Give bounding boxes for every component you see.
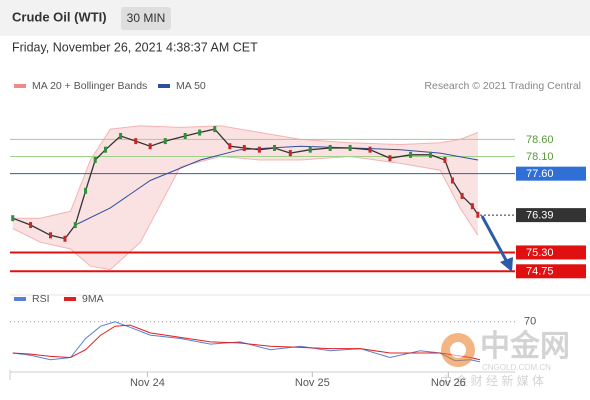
watermark-slogan: 中 金 财 经 新 媒 体 (440, 373, 544, 388)
candle (257, 146, 261, 153)
level-label: 75.30 (526, 247, 554, 259)
level-label: 76.39 (526, 210, 554, 222)
watermark: 中金网 CNGOLD.COM.CN 中 金 财 经 新 媒 体 (440, 329, 570, 388)
level-box (516, 166, 586, 181)
candle (476, 211, 480, 218)
candle (213, 126, 217, 133)
x-tick-label: Nov 24 (130, 377, 165, 389)
candle (119, 132, 123, 139)
legend-label: 9MA (82, 293, 104, 305)
level-label: 77.60 (526, 168, 554, 180)
candle (328, 144, 332, 151)
forecast-arrowhead (500, 257, 513, 272)
candle (388, 155, 392, 162)
candle (242, 144, 246, 151)
legend-label: MA 20 + Bollinger Bands (32, 80, 147, 92)
price-line (12, 128, 479, 240)
level-box (516, 208, 586, 223)
rsi-line (12, 321, 481, 363)
candle (228, 143, 232, 150)
legend-label: RSI (32, 293, 50, 305)
legend-label: MA 50 (176, 80, 206, 92)
candle (134, 138, 138, 145)
candle (368, 146, 372, 153)
candle (288, 150, 292, 157)
candle (450, 177, 454, 184)
candle (183, 132, 187, 139)
legend-swatch (158, 84, 170, 88)
candle (460, 192, 464, 199)
forecast-arrow (480, 215, 509, 263)
candle (49, 232, 53, 239)
header-bar (0, 0, 590, 36)
candle (198, 129, 202, 136)
rsi-line (12, 324, 481, 361)
bollinger-upper (12, 125, 479, 219)
interval-box[interactable] (121, 7, 171, 30)
candle (348, 144, 352, 151)
candle (148, 143, 152, 150)
candle (84, 187, 88, 194)
level-label: 78.10 (526, 151, 554, 163)
watermark-logo-inner (450, 342, 466, 358)
level-box (516, 149, 586, 164)
watermark-brand: 中金网 (480, 329, 570, 363)
legend-swatch (64, 297, 76, 301)
rsi-tick-label: 70 (524, 316, 536, 328)
candle (163, 138, 167, 145)
watermark-site: CNGOLD.COM.CN (482, 363, 551, 372)
candle (428, 151, 432, 158)
legend-swatch (14, 297, 26, 301)
bollinger-fill (12, 125, 478, 270)
legend-swatch (14, 84, 26, 88)
candle (63, 235, 67, 242)
candle (273, 144, 277, 151)
candle (73, 222, 77, 229)
candle (443, 156, 447, 163)
level-box (516, 132, 586, 147)
candle (308, 146, 312, 153)
level-label: 74.75 (526, 266, 554, 278)
candle (29, 222, 33, 229)
level-label: 78.60 (526, 134, 554, 146)
level-box (516, 264, 586, 279)
x-tick-label: Nov 25 (295, 377, 330, 389)
candle (470, 203, 474, 210)
candle (409, 151, 413, 158)
ma50-line (75, 145, 478, 226)
candle (104, 146, 108, 153)
instrument-title: Crude Oil (WTI) (12, 9, 107, 24)
datetime: Friday, November 26, 2021 4:38:37 AM CET (12, 40, 258, 54)
candle (11, 215, 15, 222)
credit: Research © 2021 Trading Central (424, 80, 581, 92)
interval[interactable]: 30 MIN (127, 11, 166, 25)
level-box (516, 245, 586, 260)
candle (93, 156, 97, 163)
x-tick-label: Nov 26 (431, 377, 466, 389)
